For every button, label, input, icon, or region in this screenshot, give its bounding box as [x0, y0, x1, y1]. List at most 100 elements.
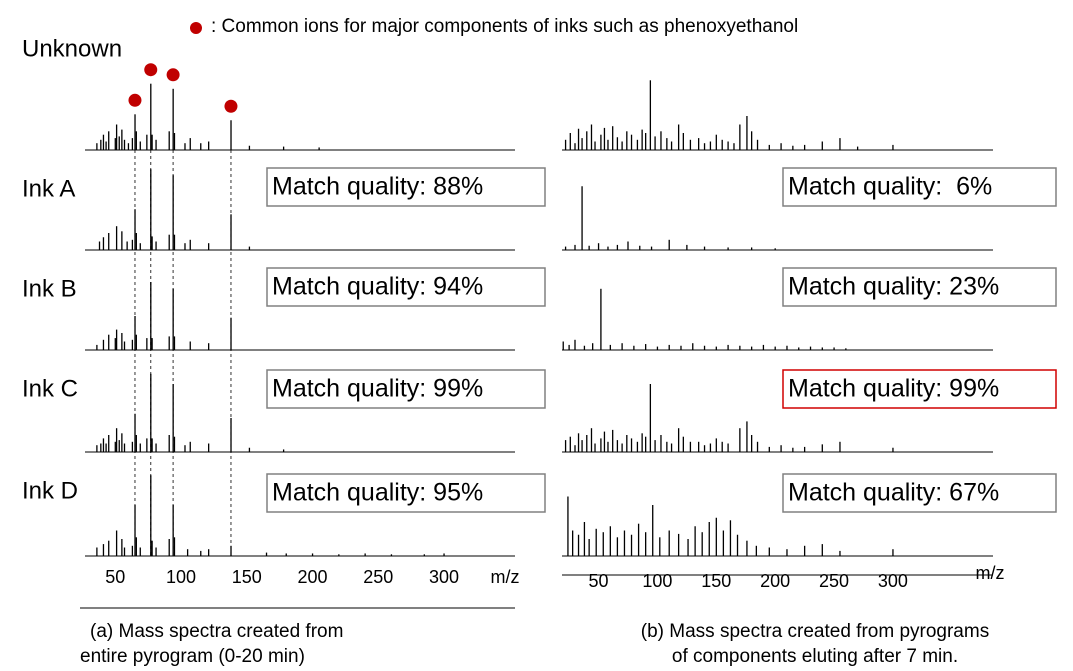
- peak: [318, 147, 320, 150]
- peak: [155, 241, 157, 250]
- peak: [780, 143, 782, 150]
- row-label: Ink B: [22, 275, 77, 302]
- peak: [649, 80, 652, 150]
- peak: [265, 552, 268, 556]
- peak: [660, 435, 662, 452]
- ion-dot: [128, 93, 142, 107]
- peak: [121, 333, 123, 350]
- peak: [626, 435, 628, 452]
- match-box: [266, 167, 546, 207]
- peak: [135, 233, 137, 250]
- peak: [746, 421, 748, 452]
- peak: [150, 83, 152, 150]
- peak: [645, 344, 647, 350]
- peak: [733, 143, 735, 150]
- peak: [364, 553, 366, 556]
- peak: [621, 443, 623, 452]
- peak: [739, 345, 741, 350]
- peak: [248, 447, 251, 452]
- peak: [581, 186, 583, 250]
- peak: [581, 440, 583, 452]
- peak: [768, 446, 770, 452]
- peak: [739, 428, 741, 452]
- peak: [709, 141, 712, 150]
- peak: [173, 234, 176, 250]
- peak: [139, 547, 141, 556]
- peak: [135, 334, 137, 350]
- peak: [423, 554, 425, 556]
- peak: [173, 436, 176, 452]
- peak: [821, 347, 823, 350]
- peak: [645, 436, 647, 452]
- peak: [123, 139, 126, 150]
- peak: [564, 139, 567, 150]
- peak: [607, 441, 609, 452]
- peak: [230, 317, 232, 350]
- row-label: Unknown: [22, 35, 122, 62]
- peak: [803, 545, 806, 556]
- peak: [612, 429, 614, 452]
- peak: [821, 141, 823, 150]
- peak: [727, 247, 729, 250]
- peak: [670, 141, 673, 150]
- peak: [600, 134, 602, 150]
- peak: [108, 131, 110, 150]
- peak: [649, 384, 652, 452]
- peak: [677, 124, 680, 150]
- peak: [821, 444, 823, 452]
- legend-dot: [190, 22, 202, 34]
- peak: [96, 445, 98, 452]
- peak: [856, 146, 859, 150]
- match-box: [782, 369, 1057, 409]
- peak: [443, 553, 445, 556]
- peak: [586, 131, 588, 150]
- peak: [637, 523, 640, 556]
- peak: [151, 438, 153, 452]
- peak: [115, 329, 118, 350]
- peak: [184, 143, 186, 150]
- peak: [694, 526, 696, 556]
- match-quality: Match quality: 67%: [788, 479, 999, 507]
- peak: [703, 345, 706, 350]
- peak: [155, 547, 157, 556]
- peak: [108, 540, 110, 556]
- peak: [594, 443, 596, 452]
- peak: [114, 138, 116, 150]
- peak: [592, 343, 594, 350]
- match-quality: Match quality: 23%: [788, 273, 999, 301]
- peak: [600, 288, 602, 350]
- peak: [131, 239, 134, 250]
- peak: [892, 549, 894, 556]
- peak: [636, 139, 639, 150]
- peak: [139, 141, 141, 150]
- peak: [803, 144, 806, 150]
- peak: [184, 445, 186, 452]
- peak: [581, 138, 583, 150]
- peak: [115, 124, 118, 150]
- peak: [150, 282, 152, 350]
- peak: [208, 549, 210, 556]
- peak: [139, 243, 141, 250]
- peak: [168, 131, 170, 150]
- peak: [131, 545, 134, 556]
- peak: [189, 441, 191, 452]
- peak: [590, 124, 593, 150]
- peak: [115, 226, 118, 250]
- peak: [645, 133, 647, 150]
- peak: [173, 537, 176, 556]
- peak: [115, 428, 118, 452]
- peak: [173, 336, 176, 350]
- x-tick-label: 150: [701, 571, 731, 591]
- peak: [750, 247, 753, 250]
- x-tick-label: 250: [363, 567, 393, 587]
- peak: [607, 139, 609, 150]
- peak: [786, 345, 788, 350]
- x-tick-label: 300: [878, 571, 908, 591]
- peak: [689, 139, 692, 150]
- peak: [569, 133, 571, 150]
- peak: [668, 530, 670, 556]
- peak: [645, 532, 647, 556]
- match-quality: Match quality: 6%: [788, 173, 992, 201]
- peak: [134, 114, 136, 150]
- peak: [121, 231, 123, 250]
